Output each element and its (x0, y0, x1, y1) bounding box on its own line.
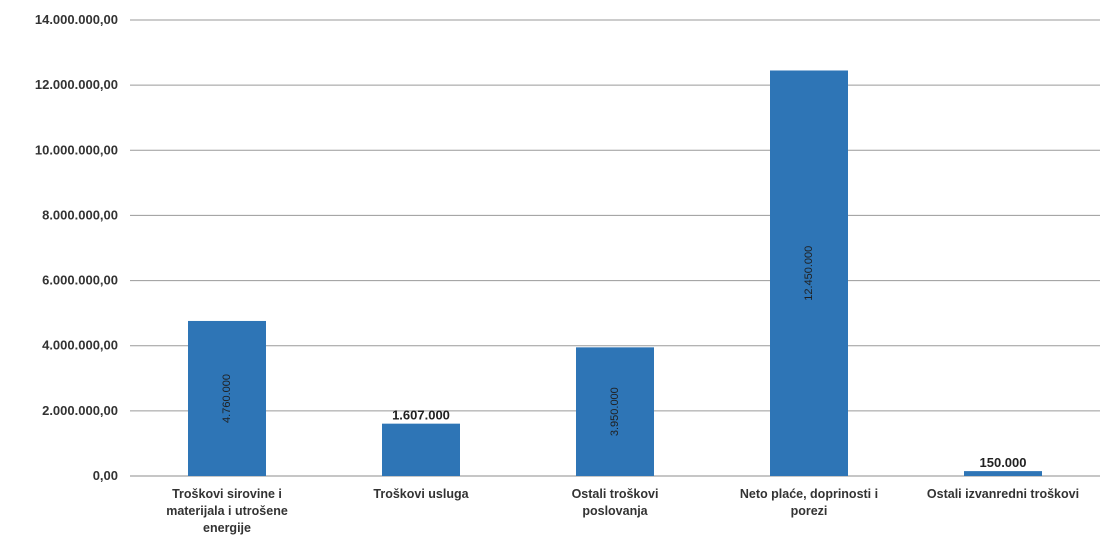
data-label: 3.950.000 (609, 387, 621, 436)
y-tick-label: 10.000.000,00 (35, 142, 118, 157)
x-category-label: Troškovi usluga (373, 487, 469, 501)
y-tick-label: 8.000.000,00 (42, 207, 118, 222)
y-tick-label: 0,00 (93, 468, 118, 483)
x-category-label: Ostali izvanredni troškovi (927, 487, 1079, 501)
y-tick-label: 14.000.000,00 (35, 12, 118, 27)
bar (382, 423, 460, 476)
data-label: 12.450.000 (803, 246, 815, 301)
y-tick-label: 2.000.000,00 (42, 403, 118, 418)
x-category-label: energije (203, 521, 251, 535)
data-label: 150.000 (980, 455, 1027, 470)
bar (964, 471, 1042, 476)
x-category-label: Troškovi sirovine i (172, 487, 282, 501)
bar (576, 347, 654, 476)
x-category-label: Ostali troškovi (572, 487, 659, 501)
x-category-label: Neto plaće, doprinosti i (740, 487, 878, 501)
x-category-label: poslovanja (582, 504, 648, 518)
bar (188, 320, 266, 476)
data-label: 4.760.000 (221, 374, 233, 423)
bar (770, 70, 848, 476)
x-category-label: porezi (791, 504, 828, 518)
y-tick-label: 6.000.000,00 (42, 273, 118, 288)
data-labels: 4.760.000 1.607.000 3.950.000 12.450.000 150… (221, 246, 1027, 470)
gridlines (130, 19, 1100, 477)
x-category-label: materijala i utrošene (166, 504, 288, 518)
data-label: 1.607.000 (392, 408, 450, 423)
bars (188, 70, 1042, 476)
y-axis-tick-labels: 0,00 2.000.000,00 4.000.000,00 6.000.000,00… (35, 12, 118, 483)
y-tick-label: 4.000.000,00 (42, 338, 118, 353)
y-tick-label: 12.000.000,00 (35, 77, 118, 92)
x-axis-category-labels: Troškovi sirovine i materijala i utrošene… (166, 487, 1079, 535)
